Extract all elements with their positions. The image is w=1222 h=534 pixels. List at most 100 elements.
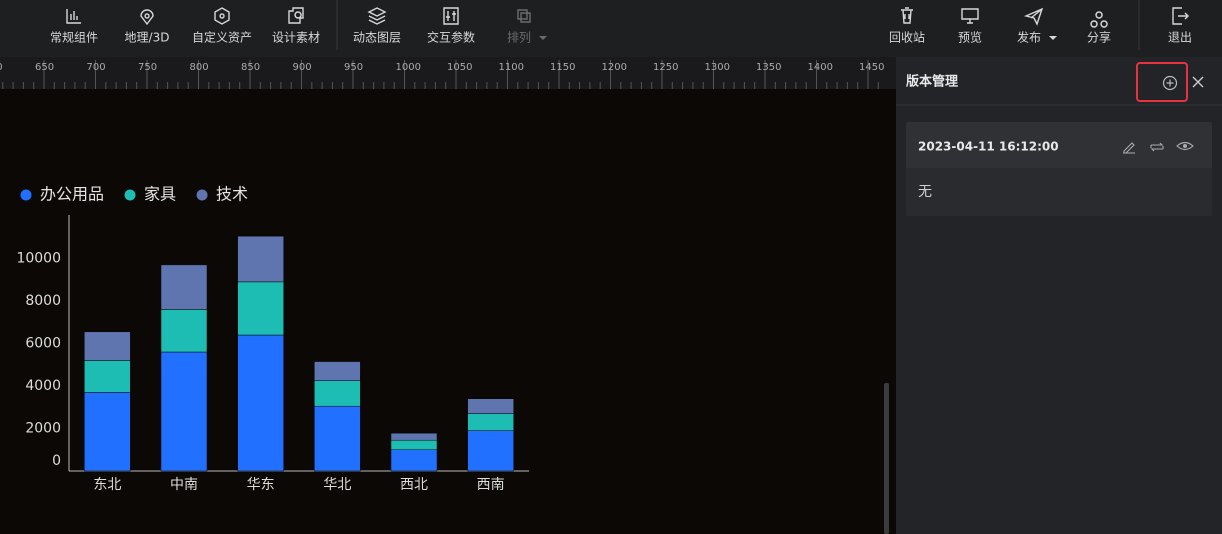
bar-segment <box>237 281 284 336</box>
bar-segment <box>390 432 438 441</box>
ruler-label: 850 <box>241 62 260 73</box>
ruler-label: 1100 <box>499 62 524 73</box>
x-tick-label: 华北 <box>323 477 351 493</box>
bar-segment <box>160 309 208 353</box>
ruler-label: 650 <box>35 62 54 73</box>
toolbar-icon <box>1172 7 1189 25</box>
toolbar <box>0 0 1222 57</box>
ruler-label: 950 <box>344 62 363 73</box>
ruler-label: 700 <box>87 62 106 73</box>
toolbar-button[interactable]: 自定义资产 <box>192 7 252 45</box>
y-tick-label: 6000 <box>25 336 61 352</box>
legend-marker <box>20 189 32 201</box>
dropdown-arrow <box>1049 36 1057 40</box>
dropdown-arrow <box>539 36 547 40</box>
toolbar-icon <box>443 7 459 25</box>
ruler-label: 1250 <box>653 62 678 73</box>
legend-marker <box>124 189 136 201</box>
scrollbar[interactable] <box>884 383 889 534</box>
toolbar-label: 发布 <box>1017 30 1041 45</box>
y-tick-label: 10000 <box>16 251 61 267</box>
toolbar-button[interactable]: 地理/3D <box>125 9 170 45</box>
ruler-label: 800 <box>190 62 209 73</box>
y-tick-label: 0 <box>52 453 61 469</box>
x-tick-label: 西北 <box>400 477 428 493</box>
toolbar-icon <box>1090 11 1108 28</box>
ruler-label: 900 <box>293 62 312 73</box>
legend-label: 家具 <box>144 185 176 204</box>
toolbar-button[interactable]: 动态图层 <box>353 7 401 45</box>
toolbar-label: 地理/3D <box>125 31 170 45</box>
close-button[interactable] <box>1192 76 1204 88</box>
ruler-label: 1150 <box>550 62 575 73</box>
toolbar-icon <box>288 7 304 24</box>
toolbar-label: 回收站 <box>889 31 925 45</box>
ruler-label: 1350 <box>756 62 781 73</box>
ruler-label: 1200 <box>602 62 627 73</box>
toolbar-icon <box>901 7 913 24</box>
toolbar-icon <box>214 7 230 25</box>
x-tick-label: 华东 <box>247 477 275 493</box>
toolbar-label: 自定义资产 <box>192 30 252 45</box>
toolbar-label: 退出 <box>1168 31 1192 45</box>
bar-segment <box>467 398 514 414</box>
ruler-label: 1400 <box>808 62 833 73</box>
bar-segment <box>314 361 361 381</box>
toolbar-label: 交互参数 <box>427 30 475 45</box>
ruler-label: 750 <box>138 62 157 73</box>
toolbar-button[interactable]: 分享 <box>1087 11 1111 45</box>
version-card-header <box>906 122 1212 168</box>
toolbar-button[interactable]: 设计素材 <box>272 7 320 45</box>
bar-segment <box>160 351 208 472</box>
legend-label: 办公用品 <box>40 185 104 204</box>
highlight-box <box>1136 62 1188 102</box>
version-time: 2023-04-11 16:12:00 <box>918 140 1059 154</box>
toolbar-button[interactable]: 发布 <box>1017 7 1057 45</box>
ruler <box>0 57 896 89</box>
toolbar-icon <box>961 8 979 24</box>
legend-label: 技术 <box>216 185 248 204</box>
bar-segment <box>467 413 514 431</box>
ruler-label: 1000 <box>396 62 421 73</box>
add-version-button[interactable] <box>1162 75 1178 91</box>
y-tick-label: 2000 <box>25 421 61 437</box>
bar-segment <box>160 264 208 310</box>
bar-segment <box>390 439 438 450</box>
toolbar-icon <box>517 9 531 23</box>
legend-marker <box>196 189 208 201</box>
bar-segment <box>314 380 361 407</box>
toolbar-button[interactable]: 预览 <box>958 8 982 45</box>
y-tick-label: 4000 <box>25 378 61 394</box>
preview-icon[interactable] <box>1176 141 1194 151</box>
toolbar-button[interactable]: 交互参数 <box>427 7 475 45</box>
toolbar-label: 设计素材 <box>272 31 320 45</box>
ruler-label: 1450 <box>859 62 884 73</box>
bar-segment <box>237 235 284 283</box>
version-note: 无 <box>918 184 932 200</box>
y-tick-label: 8000 <box>25 293 61 309</box>
bar-segment <box>84 392 131 472</box>
toolbar-button[interactable]: 退出 <box>1168 7 1192 45</box>
toolbar-icon <box>367 7 387 25</box>
bar-segment <box>84 360 131 393</box>
bar-segment <box>84 331 131 361</box>
toolbar-button[interactable]: 排列 <box>507 9 547 45</box>
toolbar-label: 分享 <box>1087 30 1111 45</box>
bar-segment <box>467 430 514 472</box>
toolbar-label: 动态图层 <box>353 31 401 45</box>
ruler-label: 1300 <box>705 62 730 73</box>
panel-title: 版本管理 <box>906 74 958 90</box>
bar-segment <box>390 449 438 472</box>
edit-icon[interactable] <box>1123 142 1135 154</box>
ruler-label: 1050 <box>447 62 472 73</box>
toolbar-button[interactable]: 回收站 <box>889 7 925 45</box>
ruler-label: 600 <box>0 62 3 73</box>
restore-icon[interactable] <box>1150 142 1164 152</box>
toolbar-icon <box>66 9 81 24</box>
toolbar-button[interactable]: 常规组件 <box>50 9 98 45</box>
bar-segment <box>237 334 284 472</box>
toolbar-label: 排列 <box>507 31 531 45</box>
toolbar-label: 预览 <box>958 30 982 45</box>
toolbar-label: 常规组件 <box>50 30 98 45</box>
